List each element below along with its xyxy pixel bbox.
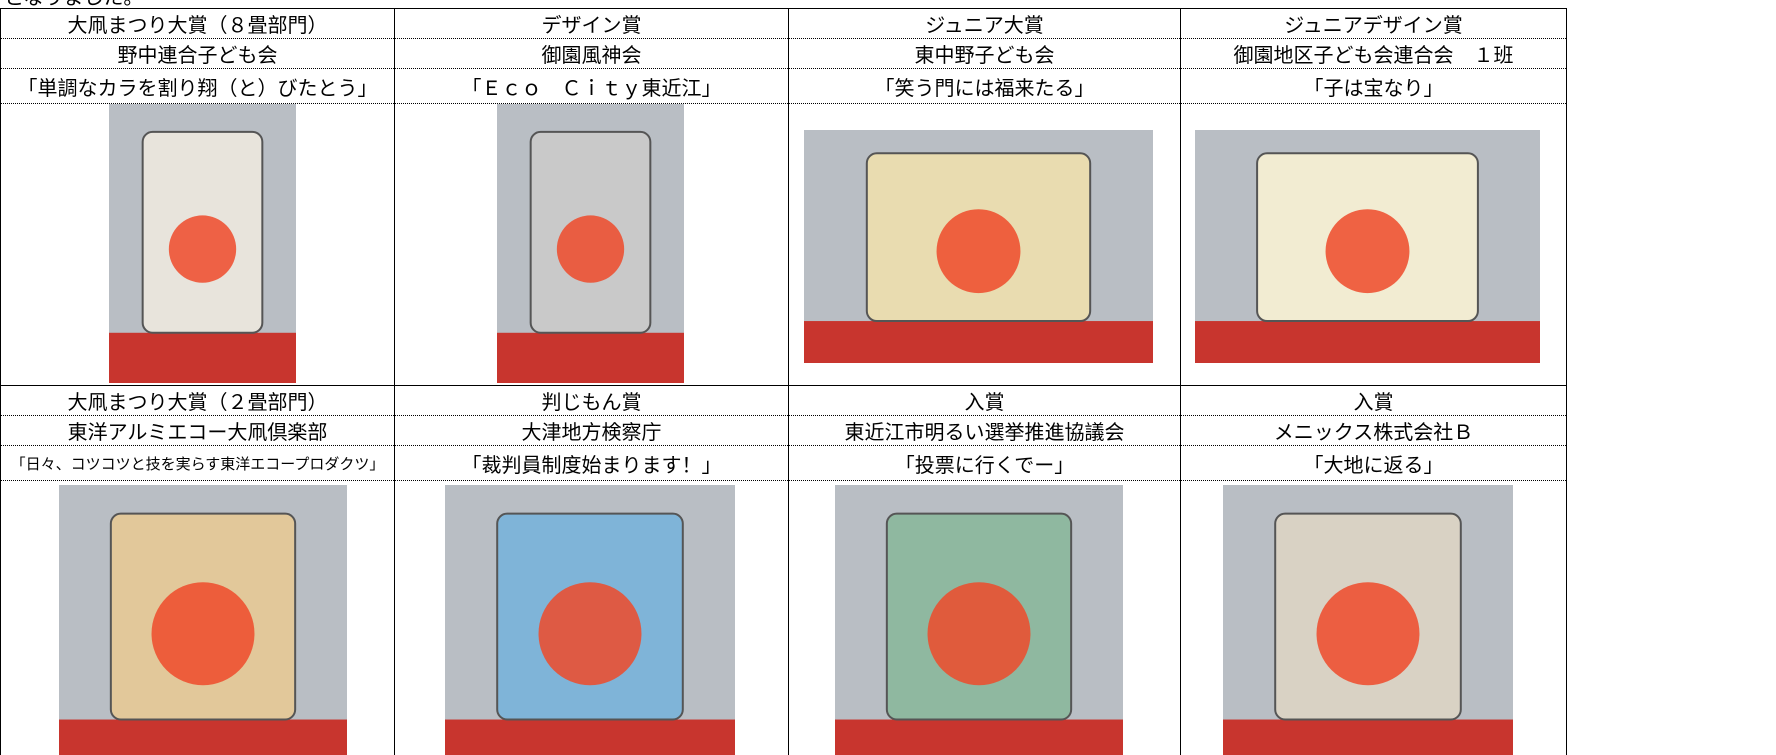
photo-ground [1223,719,1513,755]
text-row: 大凧まつり大賞（８畳部門） デザイン賞 ジュニア大賞 ジュニアデザイン賞 [0,8,1567,39]
kite-photo [1195,130,1540,363]
group-cell: 東洋アルミエコー大凧倶楽部 [0,415,395,446]
title-cell: 「笑う門には福来たる」 [788,68,1181,104]
text-row: 野中連合子ども会 御園風神会 東中野子ども会 御園地区子ども会連合会 １班 [0,38,1567,69]
photo-ground [835,719,1123,755]
kite-emblem [151,582,255,686]
group-cell: 御園風神会 [394,38,789,69]
title-cell: 「Ｅｃｏ Ｃｉｔｙ東近江」 [394,68,789,104]
title-cell: 「大地に返る」 [1180,445,1567,481]
kite-photo [835,485,1123,755]
title-cell: 「投票に行くでー」 [788,445,1181,481]
photo-cell [394,103,789,386]
award-cell: 入賞 [788,385,1181,416]
photo-ground [109,332,296,383]
photo-cell [1180,480,1567,755]
photo-cell [394,480,789,755]
photo-row [0,480,1567,755]
photo-ground [59,719,347,755]
kite-photo [497,104,684,383]
text-row: 大凧まつり大賞（２畳部門） 判じもん賞 入賞 入賞 [0,385,1567,416]
kite-emblem [168,215,237,283]
photo-cell [788,103,1181,386]
kite-photo [59,485,347,755]
group-cell: 大津地方検察庁 [394,415,789,446]
kite-emblem [538,582,642,686]
photo-cell [1180,103,1567,386]
awards-table: 大凧まつり大賞（８畳部門） デザイン賞 ジュニア大賞 ジュニアデザイン賞 野中連合子ども… [0,8,1567,755]
award-cell: ジュニアデザイン賞 [1180,8,1567,39]
kite-photo [1223,485,1513,755]
title-cell: 「単調なカラを割り翔（と）びたとう」 [0,68,395,104]
award-cell: ジュニア大賞 [788,8,1181,39]
award-cell: 入賞 [1180,385,1567,416]
kite-emblem [1325,209,1410,294]
photo-cell [788,480,1181,755]
kite-emblem [556,215,625,283]
kite-photo [109,104,296,383]
group-cell: 東近江市明るい選挙推進協議会 [788,415,1181,446]
kite-photo [445,485,735,755]
title-cell: 「子は宝なり」 [1180,68,1567,104]
photo-ground [804,321,1153,363]
group-cell: メニックス株式会社Ｂ [1180,415,1567,446]
kite-photo [804,130,1153,363]
kite-emblem [1316,582,1420,686]
group-cell: 東中野子ども会 [788,38,1181,69]
photo-cell [0,480,395,755]
intro-text: となりました。 [4,0,143,8]
group-cell: 野中連合子ども会 [0,38,395,69]
text-row: 「単調なカラを割り翔（と）びたとう」 「Ｅｃｏ Ｃｉｔｙ東近江」 「笑う門には福来た… [0,68,1567,104]
photo-ground [497,332,684,383]
text-row: 東洋アルミエコー大凧倶楽部 大津地方検察庁 東近江市明るい選挙推進協議会 メニックス株… [0,415,1567,446]
title-cell: 「日々、コツコツと技を実らす東洋エコープロダクツ」 [0,445,395,481]
award-cell: 大凧まつり大賞（８畳部門） [0,8,395,39]
award-cell: デザイン賞 [394,8,789,39]
photo-ground [1195,321,1540,363]
award-cell: 大凧まつり大賞（２畳部門） [0,385,395,416]
kite-emblem [936,209,1021,294]
kite-emblem [927,582,1031,686]
photo-row [0,103,1567,386]
photo-cell [0,103,395,386]
title-cell: 「裁判員制度始まります！」 [394,445,789,481]
text-row: 「日々、コツコツと技を実らす東洋エコープロダクツ」 「裁判員制度始まります！」 「投… [0,445,1567,481]
group-cell: 御園地区子ども会連合会 １班 [1180,38,1567,69]
photo-ground [445,719,735,755]
award-cell: 判じもん賞 [394,385,789,416]
